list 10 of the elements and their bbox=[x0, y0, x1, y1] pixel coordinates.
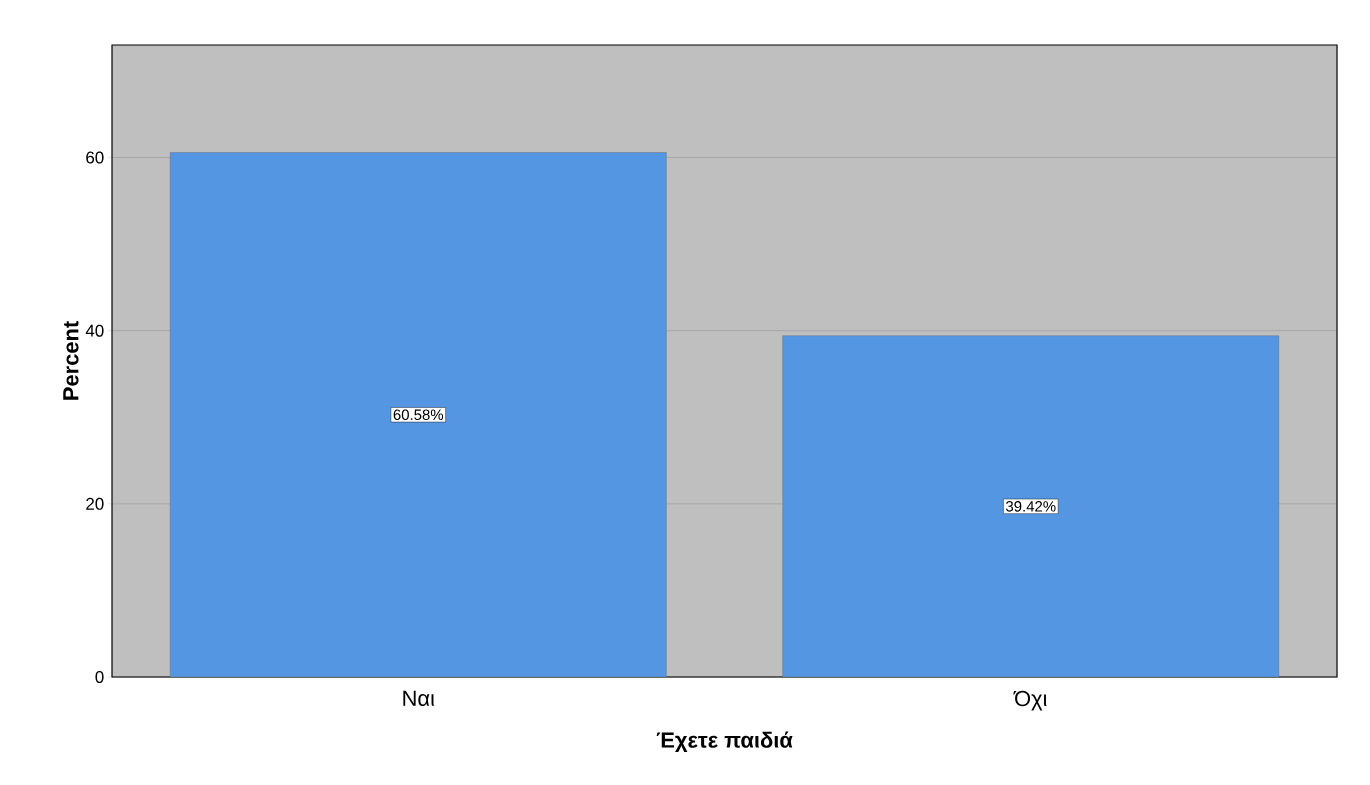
data-label: 39.42% bbox=[1005, 501, 1056, 512]
y-tick-label: 20 bbox=[86, 497, 104, 510]
y-tick-label: 0 bbox=[95, 671, 104, 683]
data-label: 60.58% bbox=[393, 409, 444, 421]
x-tick-label: Όχι bbox=[1013, 690, 1047, 711]
y-tick-label: 60 bbox=[86, 151, 104, 164]
y-tick-label: 40 bbox=[85, 324, 104, 337]
x-axis-title: Έχετε παιδιά bbox=[656, 731, 793, 753]
y-axis-title: Percent bbox=[63, 321, 79, 400]
x-tick-label: Ναι bbox=[403, 690, 435, 707]
